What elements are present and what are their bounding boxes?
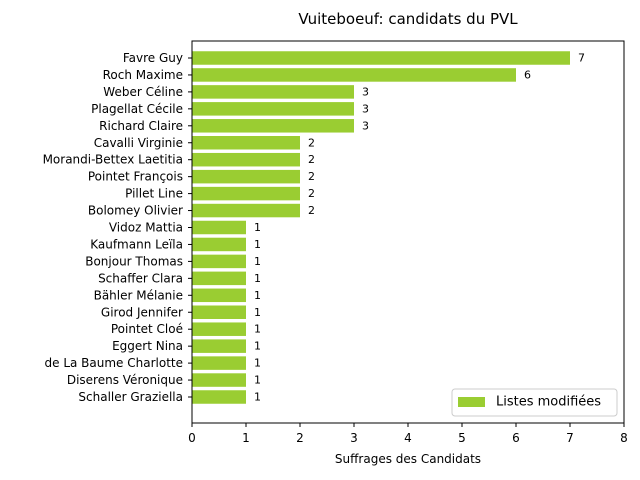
legend: Listes modifiées <box>451 388 618 417</box>
data-label: 3 <box>362 102 369 115</box>
bar <box>192 220 246 235</box>
data-label: 2 <box>308 153 315 166</box>
category-label: Cavalli Virginie <box>94 136 183 150</box>
data-label: 1 <box>254 357 261 370</box>
category-label: Pointet François <box>88 170 183 184</box>
bar <box>192 390 246 404</box>
data-label: 1 <box>254 391 261 404</box>
category-label: Bolomey Olivier <box>88 204 183 218</box>
category-label: Morandi-Bettex Laetitia <box>43 153 183 167</box>
data-label: 7 <box>578 52 585 65</box>
x-tick-label: 1 <box>242 431 250 445</box>
category-label: Diserens Véronique <box>67 373 183 387</box>
data-label: 2 <box>308 170 315 183</box>
data-label: 2 <box>308 187 315 200</box>
data-label: 3 <box>362 85 369 98</box>
bar <box>192 51 570 65</box>
legend-label: Listes modifiées <box>496 395 601 410</box>
bar <box>192 288 246 303</box>
category-label: Vidoz Mattia <box>109 221 183 235</box>
x-tick-label: 2 <box>296 431 304 445</box>
data-label: 1 <box>254 272 261 285</box>
x-tick-label: 6 <box>512 431 520 445</box>
plot-frame <box>191 40 625 424</box>
category-label: de La Baume Charlotte <box>45 356 184 370</box>
category-label: Girod Jennifer <box>101 305 183 319</box>
category-labels: Favre Guy Roch Maxime Weber Céline Plagella… <box>43 51 192 404</box>
category-label: Favre Guy <box>123 51 183 65</box>
chart-title: Vuiteboeuf: candidats du PVL <box>298 10 518 28</box>
bar <box>192 169 300 184</box>
bar <box>192 203 300 218</box>
category-label: Richard Claire <box>99 119 183 133</box>
x-tick-label: 4 <box>404 431 412 445</box>
bar <box>192 102 354 116</box>
bar <box>192 68 516 82</box>
legend-box <box>451 388 618 417</box>
data-label: 1 <box>254 238 261 251</box>
category-label: Plagellat Cécile <box>91 102 183 116</box>
category-label: Pillet Line <box>125 187 183 201</box>
legend-swatch <box>458 397 485 407</box>
bar <box>192 322 246 336</box>
category-label: Weber Céline <box>103 85 183 99</box>
category-label: Kaufmann Leïla <box>90 237 183 251</box>
category-label: Roch Maxime <box>103 68 183 82</box>
bar <box>192 186 300 201</box>
data-label: 2 <box>308 136 315 149</box>
x-tick-label: 8 <box>620 431 628 445</box>
x-tick-label: 0 <box>188 431 196 445</box>
bar <box>192 119 354 133</box>
bar <box>192 136 300 150</box>
data-label: 1 <box>254 374 261 387</box>
x-axis-ticks: 0 1 2 3 4 5 6 7 8 <box>188 423 628 445</box>
category-label: Schaller Graziella <box>78 390 183 404</box>
category-label: Schaffer Clara <box>98 271 183 285</box>
data-label: 1 <box>254 340 261 353</box>
category-label: Bonjour Thomas <box>85 254 183 268</box>
category-label: Eggert Nina <box>112 339 183 353</box>
x-tick-label: 3 <box>350 431 358 445</box>
data-label: 1 <box>254 323 261 336</box>
data-label: 2 <box>308 204 315 217</box>
bar <box>192 339 246 353</box>
data-label: 6 <box>524 68 531 81</box>
bar <box>192 373 246 387</box>
x-tick-label: 7 <box>566 431 574 445</box>
bar <box>192 305 246 319</box>
data-label: 3 <box>362 119 369 132</box>
category-label: Pointet Cloé <box>111 322 183 336</box>
data-label: 1 <box>254 221 261 234</box>
data-label: 1 <box>254 306 261 319</box>
bar <box>192 271 246 286</box>
bars-group <box>192 51 570 404</box>
category-label: Bähler Mélanie <box>94 288 183 302</box>
bar <box>192 85 354 99</box>
data-labels: 7 6 3 3 3 2 2 2 2 2 1 1 1 1 1 1 1 1 1 1 1 <box>254 52 585 404</box>
x-axis-title: Suffrages des Candidats <box>335 452 481 466</box>
data-label: 1 <box>254 289 261 302</box>
x-tick-label: 5 <box>458 431 466 445</box>
bar <box>192 152 300 167</box>
data-label: 1 <box>254 255 261 268</box>
bar <box>192 356 246 370</box>
bar <box>192 237 246 252</box>
bar <box>192 254 246 269</box>
